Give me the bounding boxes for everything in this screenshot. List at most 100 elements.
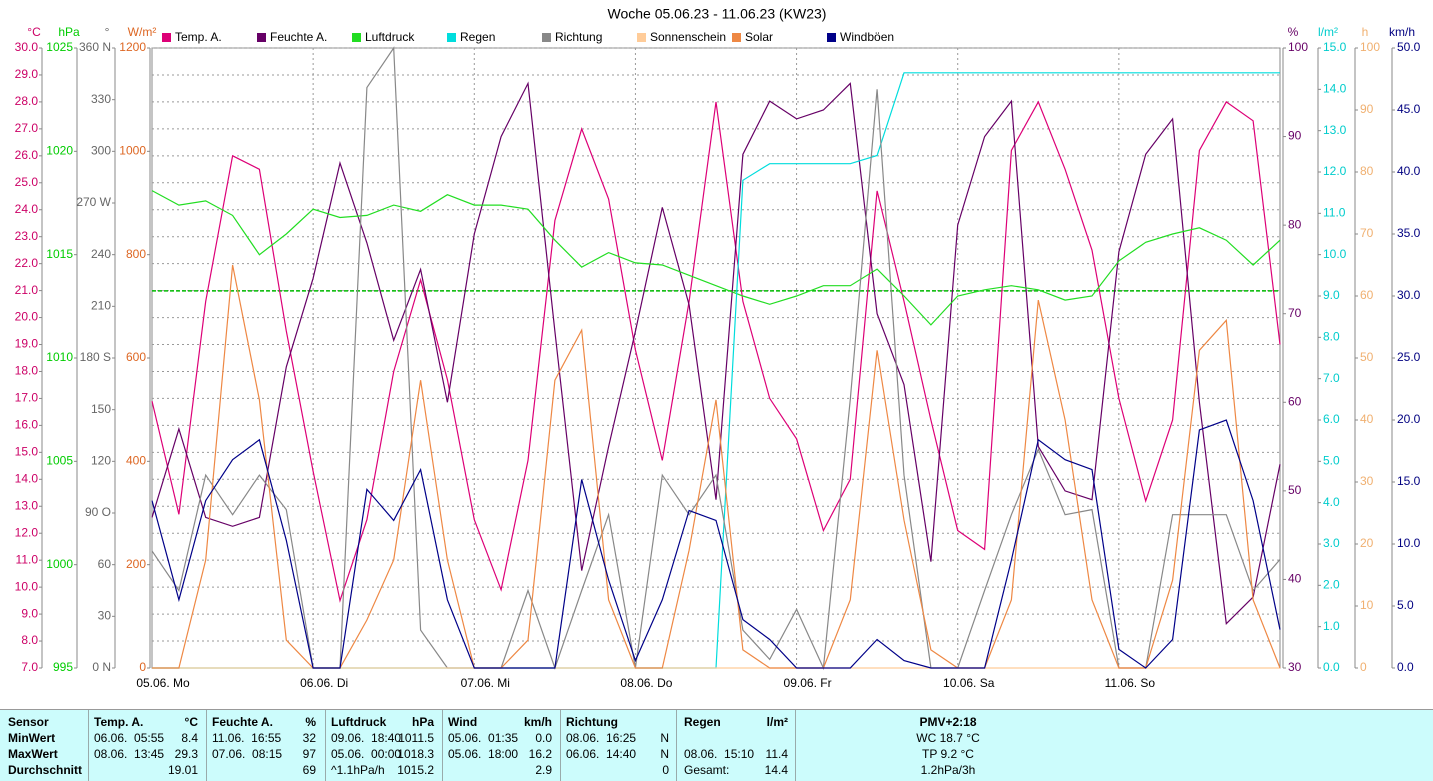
axis-unit: W/m² <box>128 25 157 39</box>
tick-label: 1010 <box>46 350 73 364</box>
tick-label: 1200 <box>119 40 146 54</box>
tick-label: 11.0 <box>1323 206 1346 220</box>
tick-label: 13.0 <box>1323 123 1347 137</box>
tick-label: 7.0 <box>1323 371 1340 385</box>
column-unit: km/h <box>523 715 552 729</box>
tick-label: 80 <box>1360 164 1374 178</box>
column-header: Richtung <box>566 715 618 729</box>
tick-label: 60 <box>98 557 112 571</box>
cell-time: 05.06. 00:00 <box>331 747 402 761</box>
chart: Woche 05.06.23 - 11.06.23 (KW23) °C 7.0 8.… <box>15 6 1421 690</box>
column-unit: °C <box>184 715 198 729</box>
tick-label: 400 <box>126 454 146 468</box>
x-tick-label: 07.06. Mi <box>461 676 510 690</box>
tick-label: 26.0 <box>15 148 39 162</box>
column-separator <box>206 710 207 781</box>
column-unit: l/m² <box>766 715 788 729</box>
cell-value: 14.4 <box>764 763 788 777</box>
tick-label: 1.0 <box>1323 619 1340 633</box>
cell-value: 19.01 <box>167 763 198 777</box>
tick-label: 7.0 <box>21 660 38 674</box>
tick-label: 12.0 <box>15 525 39 539</box>
legend-swatch <box>732 33 741 42</box>
row-label: Durchschnitt <box>8 763 83 777</box>
tick-label: 13.0 <box>15 498 39 512</box>
tick-label: 19.0 <box>15 337 39 351</box>
legend-swatch <box>447 33 456 42</box>
tick-label: 9.0 <box>21 606 38 620</box>
column-separator <box>795 710 796 781</box>
tick-label: 50 <box>1360 350 1374 364</box>
tick-label: 28.0 <box>15 94 39 108</box>
tick-label: 18.0 <box>15 364 39 378</box>
tick-label: 50 <box>1288 483 1302 497</box>
cell-value: 0.0 <box>535 731 552 745</box>
tick-label: 0 <box>139 660 146 674</box>
cell-time: 08.06. 16:25 <box>566 731 637 745</box>
x-tick-label: 05.06. Mo <box>136 676 190 690</box>
tick-label: 1005 <box>46 454 73 468</box>
cell-value: 32 <box>302 731 316 745</box>
pmv-line: 1.2hPa/3h <box>920 763 976 777</box>
axis-unit: h <box>1362 25 1369 39</box>
tick-label: 9.0 <box>1323 288 1340 302</box>
pmv-header: PMV+2:18 <box>919 715 977 729</box>
tick-label: 14.0 <box>1323 82 1347 96</box>
cell-value: N <box>660 731 669 745</box>
x-tick-label: 09.06. Fr <box>784 676 832 690</box>
tick-label: 1015 <box>46 247 73 261</box>
cell-time: 07.06. 08:15 <box>212 747 283 761</box>
tick-label: 23.0 <box>15 229 39 243</box>
tick-label: 25.0 <box>15 175 39 189</box>
tick-label: 50.0 <box>1397 40 1421 54</box>
axis-unit: °C <box>27 25 41 39</box>
pmv-line: WC 18.7 °C <box>916 731 980 745</box>
tick-label: 30 <box>1360 474 1374 488</box>
series-line <box>151 190 1281 326</box>
legend-swatch <box>352 33 361 42</box>
cell-time: 08.06. 15:10 <box>684 747 755 761</box>
tick-label: 25.0 <box>1397 350 1421 364</box>
cell-value: 29.3 <box>174 747 198 761</box>
cell-time: 11.06. 16:55 <box>212 731 282 745</box>
tick-label: 14.0 <box>15 471 39 485</box>
tick-label: 1000 <box>46 557 73 571</box>
summary-table: Sensor MinWert MaxWert Durchschnitt Temp. A.… <box>0 709 1433 781</box>
row-label: Sensor <box>8 715 49 729</box>
tick-label: 21.0 <box>15 283 39 297</box>
tick-label: 4.0 <box>1323 495 1340 509</box>
column-header: Feuchte A. <box>212 715 273 729</box>
tick-label: 0.0 <box>1397 660 1414 674</box>
plot-area <box>151 47 1281 669</box>
tick-label: 6.0 <box>1323 412 1340 426</box>
legend-label: Temp. A. <box>175 30 222 44</box>
tick-label: 40 <box>1288 572 1302 586</box>
tick-label: 150 <box>91 402 111 416</box>
x-tick-label: 11.06. So <box>1105 676 1156 690</box>
legend-label: Luftdruck <box>365 30 415 44</box>
tick-label: 0.0 <box>1323 660 1340 674</box>
tick-label: 5.0 <box>1397 598 1414 612</box>
cell-value: 1011.5 <box>398 731 434 745</box>
cell-time: 05.06. 18:00 <box>448 747 519 761</box>
axis-unit: km/h <box>1389 25 1415 39</box>
axis-unit: ° <box>105 25 110 39</box>
tick-label: 30.0 <box>15 40 39 54</box>
pmv-line: TP 9.2 °C <box>922 747 974 761</box>
row-label: MaxWert <box>8 747 58 761</box>
cell-time: 05.06. 01:35 <box>448 731 519 745</box>
tick-label: 10.0 <box>15 579 39 593</box>
cell-value: 11.4 <box>765 747 788 761</box>
series-line <box>151 81 1281 625</box>
legend-swatch <box>637 33 646 42</box>
legend-label: Feuchte A. <box>270 30 327 44</box>
cell-time: Gesamt: <box>684 763 730 777</box>
tick-label: 100 <box>1288 40 1308 54</box>
tick-label: 5.0 <box>1323 454 1340 468</box>
tick-label: 27.0 <box>15 121 39 135</box>
tick-label: 10.0 <box>1323 247 1347 261</box>
cell-value: 97 <box>302 747 316 761</box>
tick-label: 120 <box>91 454 111 468</box>
legend-label: Solar <box>745 30 773 44</box>
tick-label: 90 <box>1360 102 1374 116</box>
